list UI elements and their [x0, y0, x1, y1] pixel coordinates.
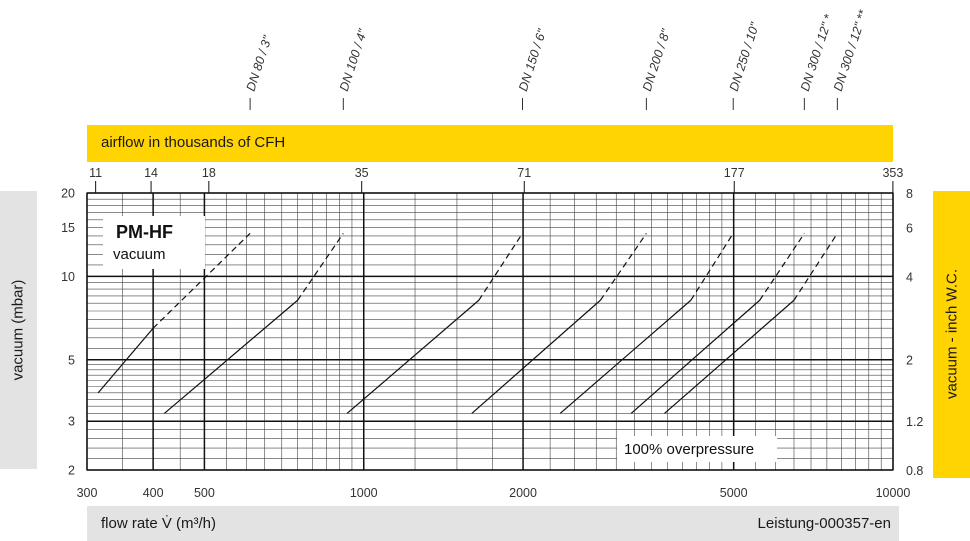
y-tick-label: 15 [61, 221, 75, 235]
series-line-dashed [599, 233, 647, 301]
series-line-solid [346, 299, 480, 414]
series-label: DN 150 / 6" [516, 27, 549, 93]
series-line-solid [471, 299, 601, 414]
airflow-band-label: airflow in thousands of CFH [101, 134, 286, 151]
series-line-dashed [690, 233, 734, 301]
x2-tick-label: 35 [355, 166, 369, 180]
series-line-solid [630, 299, 761, 414]
x-tick-label: 10000 [876, 486, 911, 500]
y-tick-label: 5 [68, 353, 75, 367]
x2-tick-label: 71 [517, 166, 531, 180]
right-axis-band [933, 191, 970, 478]
airflow-band: airflow in thousands of CFH [87, 125, 893, 162]
series-line-solid [163, 299, 299, 414]
series-label: DN 100 / 4" [337, 27, 370, 93]
chart-subtitle: vacuum [113, 246, 166, 263]
series-line-dashed [152, 232, 251, 329]
x-tick-label: 400 [143, 486, 164, 500]
series-line-dashed [478, 233, 523, 301]
x2-tick-label: 11 [89, 166, 102, 180]
y2-tick-label: 6 [906, 222, 913, 236]
y-tick-label: 3 [68, 415, 75, 429]
document-code: Leistung-000357-en [757, 515, 891, 532]
left-axis-band [0, 191, 37, 469]
flow-rate-band: flow rate V̇ (m³/h) Leistung-000357-en [87, 506, 899, 541]
x2-tick-label: 18 [202, 166, 216, 180]
y-tick-label: 10 [61, 270, 75, 284]
series-line-dashed [759, 233, 805, 301]
overpressure-annotation: 100% overpressure [624, 441, 754, 458]
series-line-dashed [793, 233, 838, 301]
series-label: DN 80 / 3" [244, 34, 275, 93]
y2-tick-label: 0.8 [906, 464, 923, 478]
x2-tick-label: 14 [144, 166, 158, 180]
x2-tick-label: 177 [724, 166, 745, 180]
series-line-dashed [297, 233, 344, 301]
series-label: DN 300 / 12" * [798, 12, 836, 93]
plot-frame [86, 192, 894, 471]
x-tick-label: 300 [77, 486, 98, 500]
series-label: DN 250 / 10" [727, 20, 762, 93]
x2-tick-label: 353 [882, 166, 903, 180]
x-tick-label: 1000 [350, 486, 378, 500]
flow-rate-label: flow rate V̇ (m³/h) [101, 515, 217, 532]
y2-tick-label: 1.2 [906, 415, 923, 429]
series-label: DN 200 / 8" [640, 27, 673, 93]
series-line-solid [97, 327, 154, 394]
annotation-box [617, 436, 777, 462]
x-tick-label: 2000 [509, 486, 537, 500]
y-tick-label: 2 [68, 464, 75, 478]
series-label: DN 300 / 12" ** [831, 7, 871, 93]
series-line-solid [559, 299, 692, 414]
y2-tick-label: 8 [906, 187, 913, 201]
series-line-solid [664, 299, 795, 414]
x-tick-label: 500 [194, 486, 215, 500]
title-box [103, 216, 205, 269]
y2-tick-label: 2 [906, 354, 913, 368]
y-tick-label: 20 [61, 187, 75, 201]
chart-title: PM-HF [116, 222, 173, 242]
y2-tick-label: 4 [906, 270, 913, 284]
x-tick-label: 5000 [720, 486, 748, 500]
